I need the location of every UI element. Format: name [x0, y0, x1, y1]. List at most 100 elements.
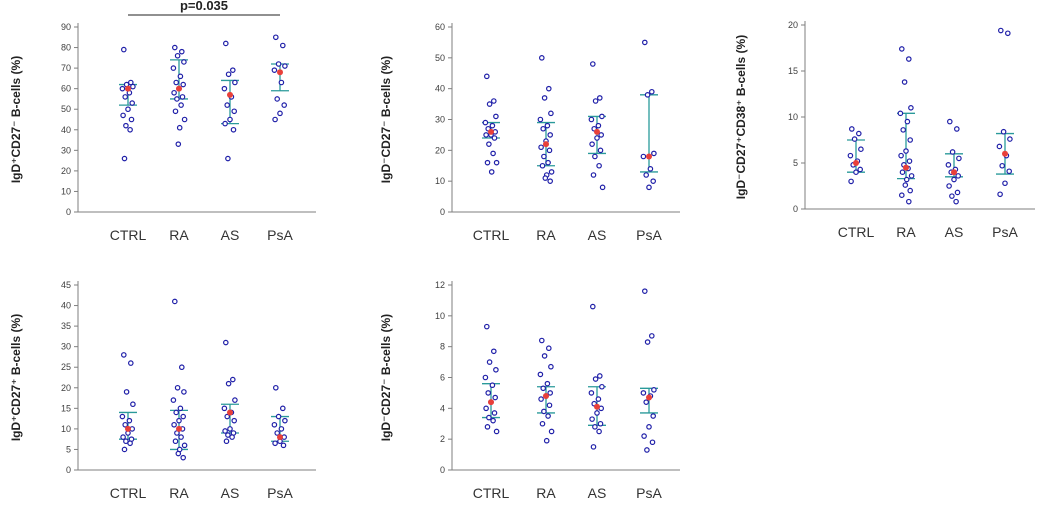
data-point — [170, 397, 177, 403]
data-point — [547, 390, 554, 396]
data-point — [486, 414, 492, 421]
data-point — [170, 65, 177, 71]
y-tick-label: 90 — [61, 22, 71, 32]
data-point — [539, 162, 546, 169]
data-point — [493, 113, 499, 120]
data-point — [848, 178, 854, 185]
data-point — [1000, 128, 1007, 135]
data-point — [279, 42, 286, 49]
y-axis-label: IgD⁻CD27⁺CD38⁺ B-cells (%) — [734, 35, 748, 199]
data-point — [955, 173, 962, 179]
data-point — [282, 63, 288, 69]
data-point — [221, 405, 228, 412]
data-point — [598, 132, 605, 138]
data-point — [483, 73, 490, 80]
data-point — [908, 105, 914, 111]
data-point — [130, 83, 136, 90]
y-tick-label: 30 — [61, 145, 71, 155]
median-marker — [646, 153, 652, 160]
data-point — [488, 169, 495, 175]
y-tick-label: 5 — [793, 158, 798, 168]
data-point — [128, 79, 134, 86]
y-tick-label: 2 — [440, 434, 445, 444]
data-point — [123, 389, 130, 395]
data-point — [541, 408, 547, 415]
data-point — [483, 323, 490, 330]
data-point — [229, 434, 235, 440]
data-point — [594, 135, 600, 141]
series-as — [221, 339, 239, 445]
x-tick-label-ra: RA — [896, 224, 916, 240]
data-point — [486, 141, 492, 147]
data-point — [181, 389, 187, 395]
data-point — [540, 125, 547, 132]
data-point — [223, 40, 229, 47]
x-tick-label-as: AS — [221, 485, 240, 501]
data-point — [281, 102, 288, 108]
data-point — [223, 339, 229, 346]
data-point — [227, 426, 233, 432]
y-tick-label: 50 — [61, 104, 71, 114]
data-point — [905, 198, 912, 205]
y-tick-label: 10 — [61, 186, 71, 196]
data-point — [999, 162, 1006, 169]
series-ra — [897, 46, 915, 205]
data-point — [1004, 30, 1011, 37]
data-point — [898, 152, 904, 159]
data-point — [946, 183, 952, 189]
y-tick-label: 20 — [61, 166, 71, 176]
data-point — [177, 73, 184, 80]
data-point — [858, 146, 864, 153]
x-tick-label-psa: PsA — [992, 224, 1018, 240]
data-point — [588, 390, 595, 396]
data-point — [221, 85, 228, 92]
data-point — [224, 413, 231, 420]
data-point — [596, 95, 603, 101]
y-tick-label: 10 — [61, 424, 71, 434]
data-point — [119, 413, 126, 420]
data-point — [545, 85, 552, 92]
data-point — [541, 95, 548, 101]
data-point — [128, 116, 135, 123]
data-point — [272, 384, 279, 391]
data-point — [493, 428, 500, 435]
data-point — [644, 447, 650, 453]
data-point — [946, 118, 953, 125]
series-as — [588, 303, 606, 450]
data-point — [180, 81, 187, 88]
data-point — [122, 94, 129, 100]
data-point — [222, 428, 228, 434]
x-tick-label-as: AS — [221, 227, 240, 243]
data-point — [996, 143, 1003, 150]
data-point — [596, 373, 603, 379]
data-point — [847, 152, 854, 159]
data-point — [272, 34, 279, 41]
median-marker — [594, 128, 600, 135]
data-point — [121, 46, 127, 53]
data-point — [127, 126, 133, 133]
data-point — [898, 46, 905, 52]
median-marker — [543, 393, 549, 399]
data-point — [641, 433, 647, 439]
data-point — [589, 141, 595, 147]
data-point — [899, 169, 906, 176]
y-tick-label: 25 — [61, 362, 71, 372]
y-tick-label: 0 — [440, 207, 445, 217]
data-point — [596, 162, 602, 169]
y-tick-label: 12 — [435, 280, 445, 290]
series-ctrl — [482, 73, 500, 175]
median-marker — [488, 399, 494, 406]
data-point — [1007, 136, 1013, 142]
series-ctrl — [119, 46, 137, 162]
data-point — [172, 44, 178, 51]
data-point — [951, 176, 957, 183]
data-point — [490, 348, 497, 355]
data-point — [651, 387, 657, 393]
series-ctrl — [119, 352, 137, 453]
y-tick-label: 5 — [66, 444, 71, 454]
data-point — [538, 396, 544, 402]
data-point — [594, 410, 600, 416]
y-tick-label: 4 — [440, 403, 445, 413]
data-point — [539, 420, 546, 427]
data-point — [128, 360, 134, 366]
